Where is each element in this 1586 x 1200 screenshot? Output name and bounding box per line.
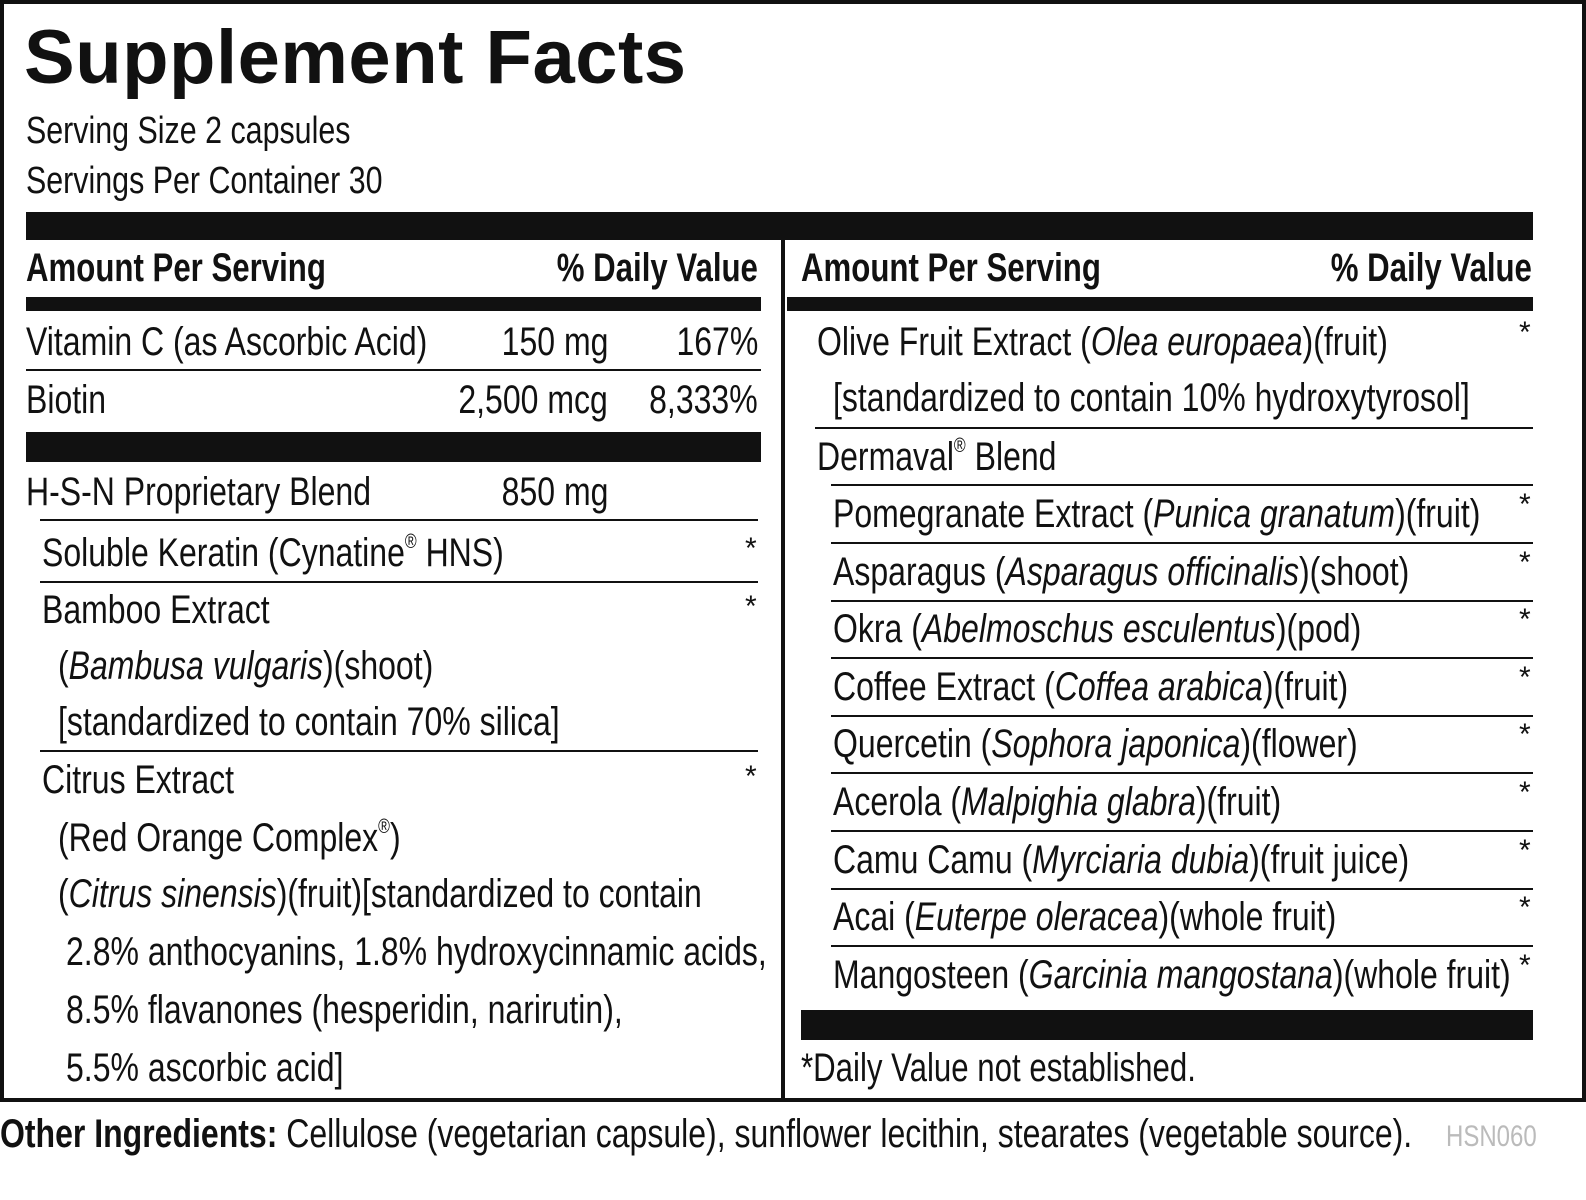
- row-rule: [831, 830, 1533, 832]
- citrus-line4: 2.8% anthocyanins, 1.8% hydroxycinnamic …: [66, 930, 767, 974]
- dermaval-ingredient-star: *: [1519, 546, 1531, 579]
- vitamin-c-name: Vitamin C (as Ascorbic Acid): [26, 320, 428, 364]
- dermaval-ingredient: Pomegranate Extract (Punica granatum)(fr…: [833, 492, 1481, 536]
- product-code: HSN060: [1446, 1120, 1537, 1153]
- right-header-amount: Amount Per Serving: [801, 246, 1101, 290]
- row-rule: [831, 542, 1533, 544]
- dermaval-ingredient-star: *: [1519, 834, 1531, 867]
- dermaval-ingredient-star: *: [1519, 891, 1531, 924]
- servings-per-container: Servings Per Container 30: [26, 160, 383, 202]
- biotin-name: Biotin: [26, 378, 107, 422]
- other-ingredients-label: Other Ingredients:: [0, 1112, 278, 1156]
- left-header-bar: [26, 297, 761, 311]
- keratin-name: Soluble Keratin (Cynatine® HNS): [42, 531, 504, 575]
- bamboo-standard: [standardized to contain 70% silica]: [58, 700, 560, 744]
- biotin-amount: 2,500 mcg: [458, 378, 608, 422]
- vitamin-c-amount: 150 mg: [501, 320, 608, 364]
- citrus-species: (Citrus sinensis)(fruit)[standardized to…: [58, 872, 702, 916]
- row-rule: [831, 945, 1533, 947]
- row-rule: [831, 657, 1533, 659]
- biotin-dv: 8,333%: [649, 378, 758, 422]
- dermaval-ingredient: Asparagus (Asparagus officinalis)(shoot): [833, 550, 1410, 594]
- olive-name: Olive Fruit Extract (Olea europaea)(frui…: [817, 320, 1388, 364]
- dermaval-ingredient: Acerola (Malpighia glabra)(fruit): [833, 780, 1282, 824]
- olive-standard: [standardized to contain 10% hydroxytyro…: [833, 376, 1470, 420]
- dermaval-ingredient: Okra (Abelmoschus esculentus)(pod): [833, 607, 1362, 651]
- dermaval-ingredient-star: *: [1519, 949, 1531, 982]
- dermaval-ingredient: Coffee Extract (Coffea arabica)(fruit): [833, 665, 1349, 709]
- citrus-line6: 5.5% ascorbic acid]: [66, 1046, 344, 1090]
- row-rule: [831, 888, 1533, 890]
- dermaval-ingredient: Quercetin (Sophora japonica)(flower): [833, 722, 1358, 766]
- bamboo-star: *: [745, 590, 757, 623]
- supplement-facts-panel: [0, 0, 1586, 1102]
- other-ingredients-text: Cellulose (vegetarian capsule), sunflowe…: [277, 1112, 1413, 1156]
- row-rule: [40, 519, 758, 521]
- top-thick-bar: [26, 212, 1533, 240]
- dermaval-ingredient: Acai (Euterpe oleracea)(whole fruit): [833, 895, 1337, 939]
- row-rule: [40, 750, 758, 752]
- column-divider: [781, 240, 785, 1098]
- row-rule: [26, 369, 761, 371]
- right-header-bar: [787, 297, 1533, 311]
- dermaval-ingredient-star: *: [1519, 661, 1531, 694]
- dermaval-ingredient-star: *: [1519, 488, 1531, 521]
- bamboo-species: (Bambusa vulgaris)(shoot): [58, 644, 434, 688]
- row-rule: [831, 484, 1533, 486]
- vitamin-c-dv: 167%: [676, 320, 758, 364]
- serving-size: Serving Size 2 capsules: [26, 110, 351, 152]
- row-rule: [815, 427, 1533, 429]
- bamboo-name: Bamboo Extract: [42, 588, 270, 632]
- dermaval-ingredient-star: *: [1519, 603, 1531, 636]
- olive-star: *: [1519, 316, 1531, 349]
- other-ingredients: Other Ingredients: Cellulose (vegetarian…: [0, 1112, 1412, 1157]
- panel-title: Supplement Facts: [24, 15, 687, 100]
- dermaval-ingredient: Mangosteen (Garcinia mangostana)(whole f…: [833, 953, 1511, 997]
- footnote: *Daily Value not established.: [801, 1046, 1196, 1090]
- right-bottom-bar: [801, 1010, 1533, 1040]
- blend-amount: 850 mg: [501, 470, 608, 514]
- dermaval-ingredient: Camu Camu (Myrciaria dubia)(fruit juice): [833, 838, 1410, 882]
- left-header-dv: % Daily Value: [556, 246, 758, 290]
- citrus-name: Citrus Extract: [42, 758, 235, 802]
- dermaval-ingredient-star: *: [1519, 776, 1531, 809]
- keratin-star: *: [745, 532, 757, 565]
- blend-name: H-S-N Proprietary Blend: [26, 470, 371, 514]
- row-rule: [40, 581, 758, 583]
- dermaval-ingredient-star: *: [1519, 718, 1531, 751]
- right-header-dv: % Daily Value: [1330, 246, 1532, 290]
- citrus-complex: (Red Orange Complex®): [58, 816, 401, 860]
- row-rule: [831, 772, 1533, 774]
- row-rule: [831, 600, 1533, 602]
- citrus-line5: 8.5% flavanones (hesperidin, narirutin),: [66, 988, 623, 1032]
- row-rule: [831, 715, 1533, 717]
- citrus-star: *: [745, 760, 757, 793]
- left-mid-bar: [26, 432, 761, 462]
- left-header-amount: Amount Per Serving: [26, 246, 326, 290]
- dermaval-name: Dermaval® Blend: [817, 435, 1057, 479]
